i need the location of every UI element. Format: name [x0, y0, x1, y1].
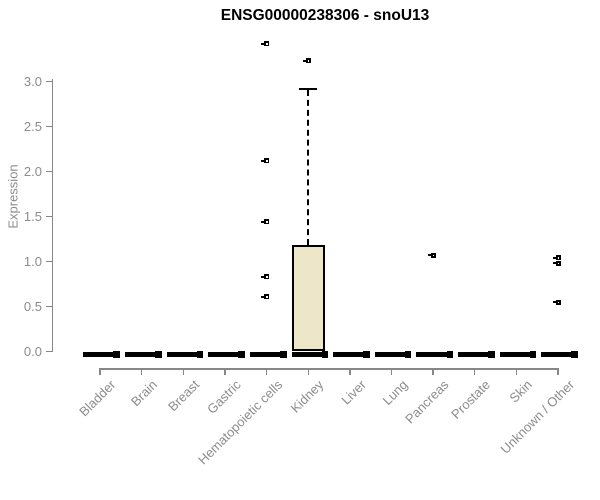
outlier-nub	[427, 254, 431, 257]
x-axis-tick	[140, 368, 143, 375]
x-category-label: Kidney	[288, 377, 327, 416]
y-tick-label: 3.0	[23, 73, 42, 89]
bar-end-glyph	[196, 350, 204, 358]
x-axis-tick	[265, 368, 268, 375]
median-bar	[208, 351, 242, 357]
x-axis-tick	[390, 368, 393, 375]
box-iqr	[291, 245, 325, 352]
median-bar	[249, 351, 284, 357]
outlier-dot	[307, 60, 310, 62]
x-category-label: Lung	[379, 377, 411, 409]
bar-end-glyph	[238, 350, 245, 358]
outlier-dot	[266, 296, 268, 298]
x-category-label: Skin	[506, 377, 536, 406]
bar-end-glyph	[404, 350, 412, 358]
bar-end-glyph	[446, 350, 454, 358]
outlier-nub	[261, 159, 265, 162]
bar-end-glyph	[363, 350, 370, 358]
whisker-line	[307, 89, 310, 246]
y-tick-label: 2.0	[23, 163, 42, 179]
outlier-point	[552, 299, 561, 305]
outlier-dot	[557, 301, 560, 303]
x-category-label: Unknown / Other	[497, 377, 577, 457]
median-bar	[374, 351, 409, 357]
outlier-nub	[552, 301, 556, 303]
outlier-dot	[557, 257, 560, 259]
outlier-nub	[261, 295, 265, 298]
median-bar	[124, 351, 159, 357]
y-axis-tick	[45, 350, 52, 353]
outlier-point	[552, 260, 561, 266]
x-axis-tick	[99, 368, 101, 375]
x-axis-tick	[349, 368, 351, 375]
median-bar	[333, 351, 367, 357]
x-axis-tick	[224, 368, 226, 375]
outlier-dot	[266, 160, 268, 162]
outlier-point	[261, 41, 270, 47]
x-axis-tick	[515, 368, 518, 375]
median-bar	[458, 351, 492, 357]
outlier-dot	[432, 254, 435, 257]
outlier-dot	[557, 262, 560, 265]
outlier-point	[261, 219, 270, 225]
outlier-dot	[266, 276, 268, 278]
bar-end-glyph	[321, 350, 329, 358]
y-tick-label: 1.5	[23, 208, 42, 224]
outlier-dot	[266, 43, 268, 45]
outlier-point	[427, 252, 436, 258]
x-category-label: Gastric	[203, 377, 244, 417]
bar-end-glyph	[488, 350, 495, 358]
x-category-label: Bladder	[76, 377, 119, 420]
outlier-nub	[261, 220, 265, 223]
y-tick-label: 2.5	[23, 118, 42, 134]
median-bar	[166, 351, 200, 357]
x-category-label: Prostate	[448, 377, 494, 422]
bar-end-glyph	[529, 350, 537, 358]
bar-end-glyph	[571, 350, 578, 358]
outlier-point	[261, 158, 270, 164]
y-axis-tick	[45, 305, 52, 308]
outlier-point	[552, 255, 561, 261]
median-bar	[291, 351, 325, 357]
x-axis-tick	[432, 368, 434, 375]
y-tick-label: 0.5	[23, 298, 42, 314]
bar-end-glyph	[280, 350, 287, 358]
y-axis-line	[51, 79, 53, 352]
x-axis-tick	[307, 368, 309, 375]
outlier-nub	[552, 256, 556, 259]
y-axis-tick	[45, 80, 52, 83]
outlier-nub	[552, 262, 556, 265]
median-bar	[83, 351, 117, 357]
x-category-label: Breast	[164, 377, 202, 415]
y-axis-tick	[45, 260, 52, 263]
outlier-point	[261, 274, 270, 280]
x-category-label: Pancreas	[402, 377, 452, 427]
outlier-nub	[261, 42, 265, 45]
median-bar	[416, 351, 450, 357]
x-category-label: Liver	[337, 377, 369, 408]
y-axis-tick	[45, 170, 52, 173]
x-axis-tick	[182, 368, 184, 375]
chart-title: ENSG00000238306 - snoU13	[220, 7, 430, 24]
outlier-point	[261, 294, 270, 300]
y-axis-tick	[45, 125, 52, 128]
outlier-nub	[261, 275, 265, 278]
outlier-dot	[266, 221, 268, 223]
median-bar	[541, 351, 575, 357]
x-axis-tick	[474, 368, 476, 375]
y-axis-tick	[45, 215, 52, 218]
bar-end-glyph	[155, 350, 162, 358]
median-bar	[499, 351, 534, 357]
outlier-point	[302, 58, 311, 64]
outlier-nub	[302, 59, 306, 62]
bar-end-glyph	[113, 350, 120, 358]
y-tick-label: 0.0	[23, 343, 42, 359]
whisker-cap	[299, 87, 318, 90]
x-axis-tick	[557, 368, 559, 375]
x-category-label: Brain	[128, 377, 161, 410]
x-axis-line	[99, 368, 560, 370]
y-tick-label: 1.0	[23, 253, 42, 269]
